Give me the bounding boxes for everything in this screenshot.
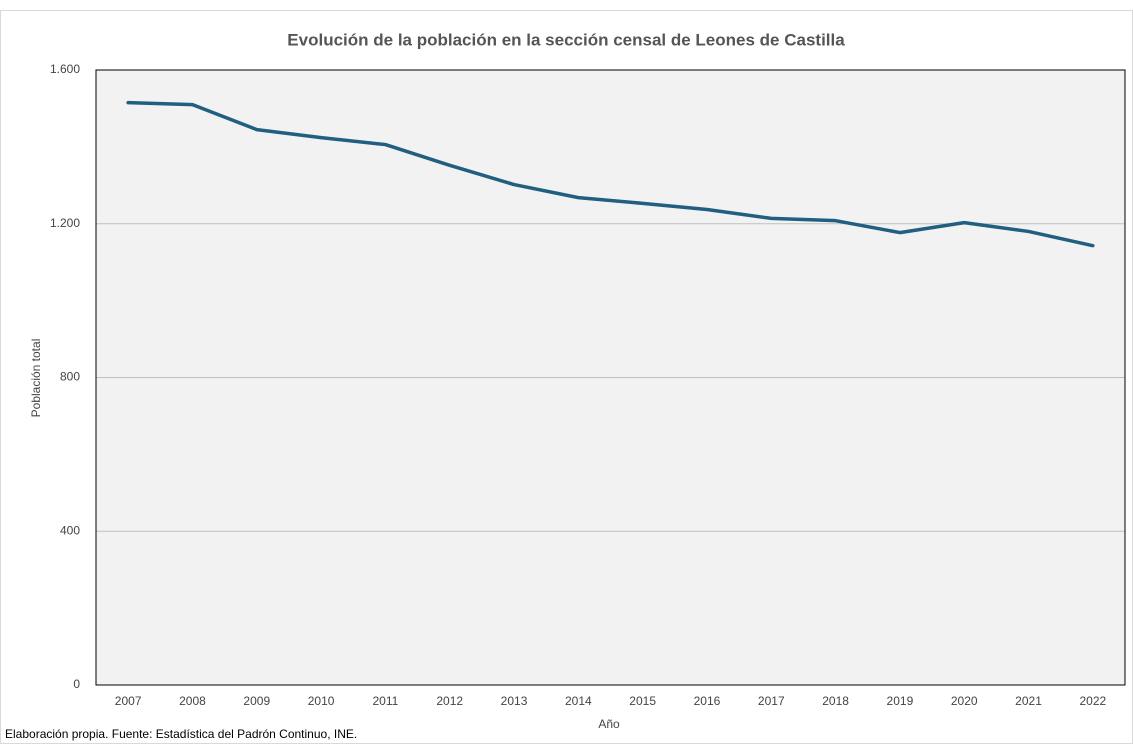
x-tick-label: 2014 — [565, 694, 592, 708]
x-tick-label: 2016 — [694, 694, 721, 708]
x-axis-label: Año — [598, 717, 620, 731]
x-tick-label: 2015 — [629, 694, 656, 708]
x-tick-label: 2009 — [243, 694, 270, 708]
x-tick-label: 2019 — [887, 694, 914, 708]
y-tick-label: 0 — [73, 677, 80, 691]
x-tick-label: 2012 — [436, 694, 463, 708]
x-tick-label: 2011 — [373, 694, 399, 708]
y-tick-label: 1.200 — [50, 216, 80, 230]
data-line — [126, 100, 1095, 248]
y-axis-label: Población total — [29, 339, 43, 418]
source-note: Elaboración propia. Fuente: Estadística … — [5, 727, 357, 741]
x-tick-label: 2010 — [308, 694, 335, 708]
y-tick-label: 400 — [60, 523, 80, 537]
plot-border — [95, 69, 1126, 686]
y-tick-label: 1.600 — [50, 62, 80, 76]
chart-title: Evolución de la población en la sección … — [287, 30, 845, 49]
x-tick-label: 2020 — [951, 694, 978, 708]
x-tick-label: 2008 — [179, 694, 206, 708]
x-tick-label: 2018 — [822, 694, 849, 708]
x-tick-label: 2007 — [115, 694, 142, 708]
y-tick-label: 800 — [60, 370, 80, 384]
x-tick-label: 2022 — [1079, 694, 1106, 708]
x-tick-label: 2013 — [501, 694, 528, 708]
x-tick-label: 2017 — [758, 694, 785, 708]
x-tick-label: 2021 — [1015, 694, 1042, 708]
